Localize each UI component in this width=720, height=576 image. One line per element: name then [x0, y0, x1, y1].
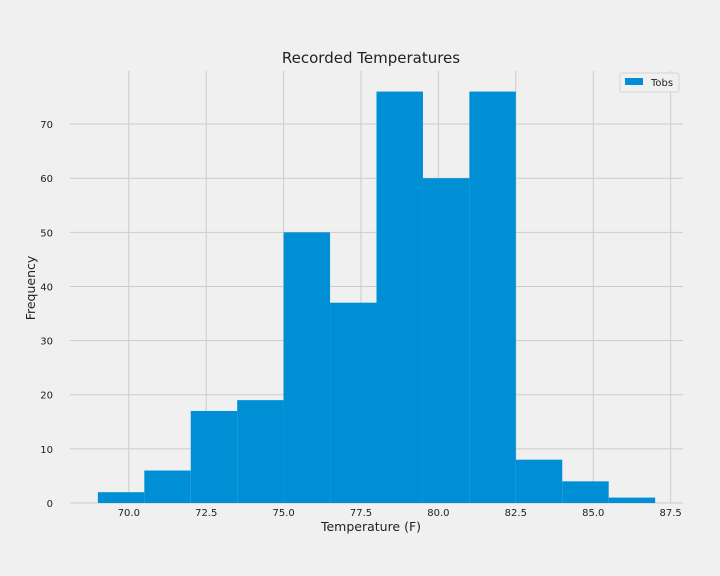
- x-tick-label: 72.5: [195, 508, 217, 519]
- histogram-bar: [190, 410, 238, 503]
- legend: Tobs: [619, 72, 680, 93]
- legend-label: Tobs: [650, 78, 673, 89]
- y-tick-labels: 0 10 20 30 40 50 60 70: [40, 120, 53, 510]
- x-tick-label: 85.0: [582, 508, 604, 519]
- histogram-bar: [144, 470, 191, 503]
- y-tick-label: 30: [40, 337, 53, 348]
- histogram-bars: [97, 91, 656, 504]
- histogram-bar: [469, 91, 516, 504]
- y-tick-label: 60: [40, 174, 53, 185]
- legend-box: [619, 72, 680, 93]
- x-tick-label: 77.5: [350, 508, 372, 519]
- x-axis-label: Temperature (F): [320, 519, 421, 534]
- histogram-bar: [376, 91, 423, 504]
- histogram-bar: [608, 497, 656, 503]
- x-tick-label: 82.5: [505, 508, 527, 519]
- y-tick-label: 50: [40, 228, 53, 239]
- y-tick-label: 70: [40, 120, 53, 131]
- histogram-bar: [330, 302, 377, 503]
- x-tick-label: 70.0: [118, 508, 140, 519]
- chart-title: Recorded Temperatures: [282, 49, 460, 67]
- y-tick-label: 0: [47, 499, 53, 510]
- x-tick-label: 87.5: [659, 508, 681, 519]
- y-tick-label: 10: [40, 445, 53, 456]
- histogram-bar: [97, 492, 145, 503]
- y-axis-label: Frequency: [23, 255, 38, 320]
- x-tick-labels: 70.0 72.5 75.0 77.5 80.0 82.5 85.0 87.5: [118, 508, 682, 519]
- histogram-bar: [283, 232, 331, 503]
- y-tick-label: 20: [40, 391, 53, 402]
- x-tick-label: 80.0: [427, 508, 449, 519]
- histogram-bar: [562, 481, 609, 503]
- x-tick-label: 75.0: [272, 508, 294, 519]
- histogram-bar: [237, 400, 284, 503]
- histogram-bar: [515, 459, 563, 503]
- y-tick-label: 40: [40, 282, 53, 293]
- histogram-bar: [422, 178, 470, 503]
- legend-swatch: [625, 78, 643, 85]
